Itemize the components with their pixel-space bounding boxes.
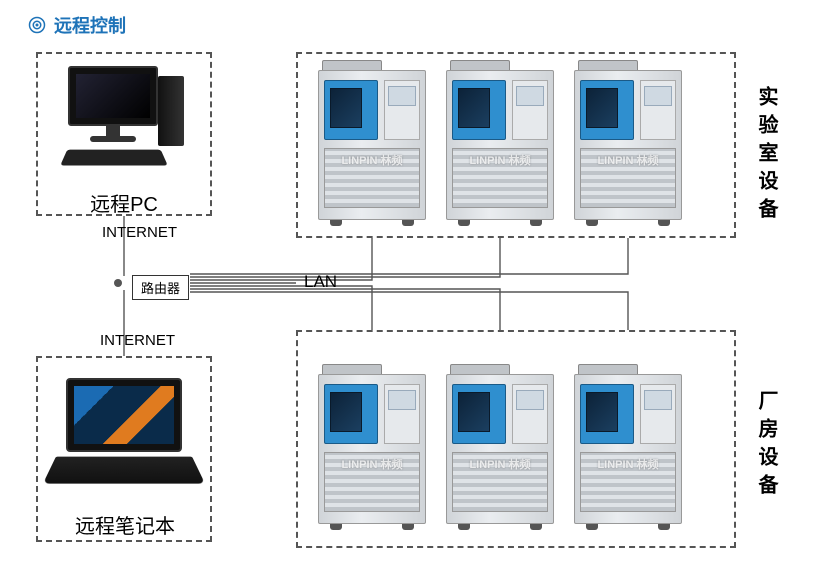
- internet-label-upper: INTERNET: [102, 224, 177, 241]
- test-chamber: LINPIN 林频: [440, 360, 560, 530]
- test-chamber: LINPIN 林频: [568, 360, 688, 530]
- test-chamber: LINPIN 林频: [568, 56, 688, 226]
- router-node: 路由器: [132, 275, 189, 300]
- lab-equipment-label: 实验室设备: [752, 86, 781, 226]
- test-chamber: LINPIN 林频: [440, 56, 560, 226]
- test-chamber: LINPIN 林频: [312, 360, 432, 530]
- remote-pc-label: 远程PC: [64, 188, 184, 217]
- remote-laptop-label: 远程笔记本: [52, 510, 198, 539]
- desktop-pc-icon: [50, 66, 190, 176]
- test-chamber: LINPIN 林频: [312, 56, 432, 226]
- factory-equipment-label: 厂房设备: [752, 390, 781, 502]
- internet-label-lower: INTERNET: [100, 332, 175, 349]
- lan-label: LAN: [304, 272, 337, 292]
- laptop-icon: [44, 374, 204, 494]
